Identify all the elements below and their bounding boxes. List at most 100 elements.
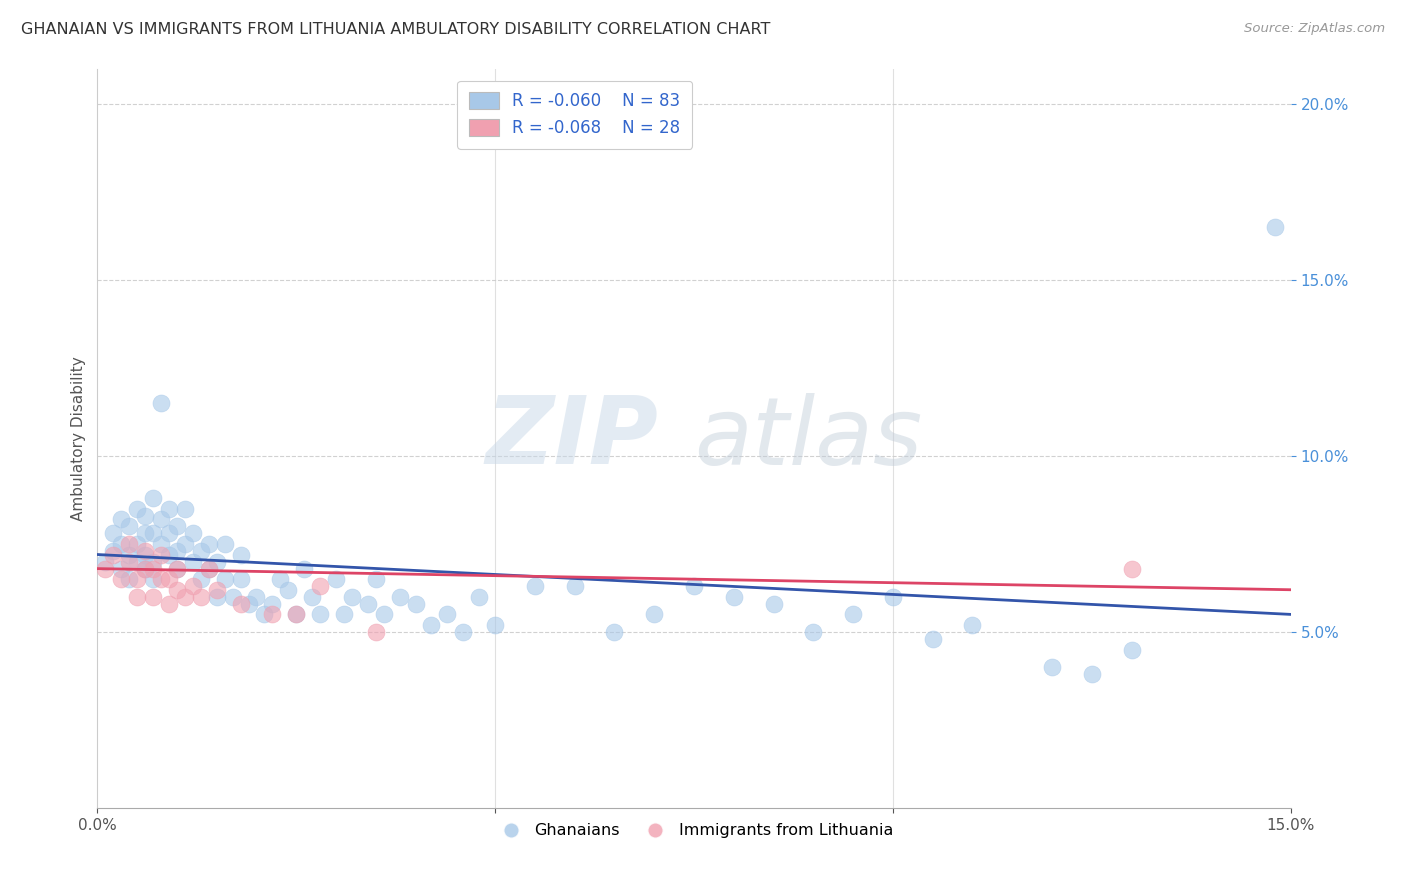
Point <box>127 590 149 604</box>
Point <box>683 579 706 593</box>
Point <box>229 597 252 611</box>
Point <box>453 625 475 640</box>
Point <box>523 579 546 593</box>
Point <box>127 555 149 569</box>
Point <box>229 572 252 586</box>
Point <box>157 501 180 516</box>
Point <box>110 561 132 575</box>
Point <box>166 561 188 575</box>
Legend: Ghanaians, Immigrants from Lithuania: Ghanaians, Immigrants from Lithuania <box>488 817 900 845</box>
Point <box>150 396 173 410</box>
Point <box>110 537 132 551</box>
Point <box>166 544 188 558</box>
Point <box>150 572 173 586</box>
Point <box>277 582 299 597</box>
Point <box>309 607 332 622</box>
Point <box>245 590 267 604</box>
Point <box>166 582 188 597</box>
Point <box>1121 642 1143 657</box>
Point <box>142 590 165 604</box>
Point <box>110 512 132 526</box>
Point <box>723 590 745 604</box>
Point <box>1264 219 1286 234</box>
Point <box>420 618 443 632</box>
Point <box>103 526 125 541</box>
Point <box>142 572 165 586</box>
Point <box>94 561 117 575</box>
Point <box>762 597 785 611</box>
Point <box>134 526 156 541</box>
Point <box>643 607 665 622</box>
Point <box>301 590 323 604</box>
Point <box>103 544 125 558</box>
Point <box>94 555 117 569</box>
Point <box>238 597 260 611</box>
Point <box>882 590 904 604</box>
Point <box>197 561 219 575</box>
Point <box>181 579 204 593</box>
Point <box>214 537 236 551</box>
Point <box>325 572 347 586</box>
Text: GHANAIAN VS IMMIGRANTS FROM LITHUANIA AMBULATORY DISABILITY CORRELATION CHART: GHANAIAN VS IMMIGRANTS FROM LITHUANIA AM… <box>21 22 770 37</box>
Point <box>1121 561 1143 575</box>
Point <box>134 561 156 575</box>
Point <box>173 537 195 551</box>
Point <box>292 561 315 575</box>
Point <box>190 544 212 558</box>
Point <box>118 548 141 562</box>
Point <box>364 572 387 586</box>
Point <box>197 537 219 551</box>
Point <box>921 632 943 646</box>
Point <box>134 544 156 558</box>
Point <box>134 548 156 562</box>
Point <box>142 526 165 541</box>
Point <box>285 607 308 622</box>
Point <box>150 512 173 526</box>
Point <box>173 590 195 604</box>
Point <box>205 590 228 604</box>
Point <box>157 597 180 611</box>
Point <box>262 597 284 611</box>
Text: ZIP: ZIP <box>485 392 658 484</box>
Point <box>1040 660 1063 674</box>
Point <box>110 572 132 586</box>
Point <box>340 590 363 604</box>
Point <box>134 508 156 523</box>
Point <box>118 537 141 551</box>
Point <box>118 519 141 533</box>
Point <box>157 548 180 562</box>
Point <box>150 537 173 551</box>
Point <box>803 625 825 640</box>
Point <box>1081 667 1104 681</box>
Point <box>603 625 626 640</box>
Point <box>166 561 188 575</box>
Point <box>173 501 195 516</box>
Point <box>262 607 284 622</box>
Point <box>564 579 586 593</box>
Text: Source: ZipAtlas.com: Source: ZipAtlas.com <box>1244 22 1385 36</box>
Point <box>197 561 219 575</box>
Point <box>142 491 165 505</box>
Point <box>436 607 458 622</box>
Point <box>118 555 141 569</box>
Point <box>221 590 243 604</box>
Point <box>484 618 506 632</box>
Point <box>134 561 156 575</box>
Point <box>388 590 411 604</box>
Point <box>103 548 125 562</box>
Point <box>166 519 188 533</box>
Point <box>205 555 228 569</box>
Point <box>127 501 149 516</box>
Point <box>157 572 180 586</box>
Text: atlas: atlas <box>695 392 922 483</box>
Point <box>127 572 149 586</box>
Point <box>468 590 491 604</box>
Point <box>127 537 149 551</box>
Point <box>205 582 228 597</box>
Point <box>309 579 332 593</box>
Point <box>190 572 212 586</box>
Point <box>142 555 165 569</box>
Point <box>253 607 276 622</box>
Point <box>364 625 387 640</box>
Point <box>118 572 141 586</box>
